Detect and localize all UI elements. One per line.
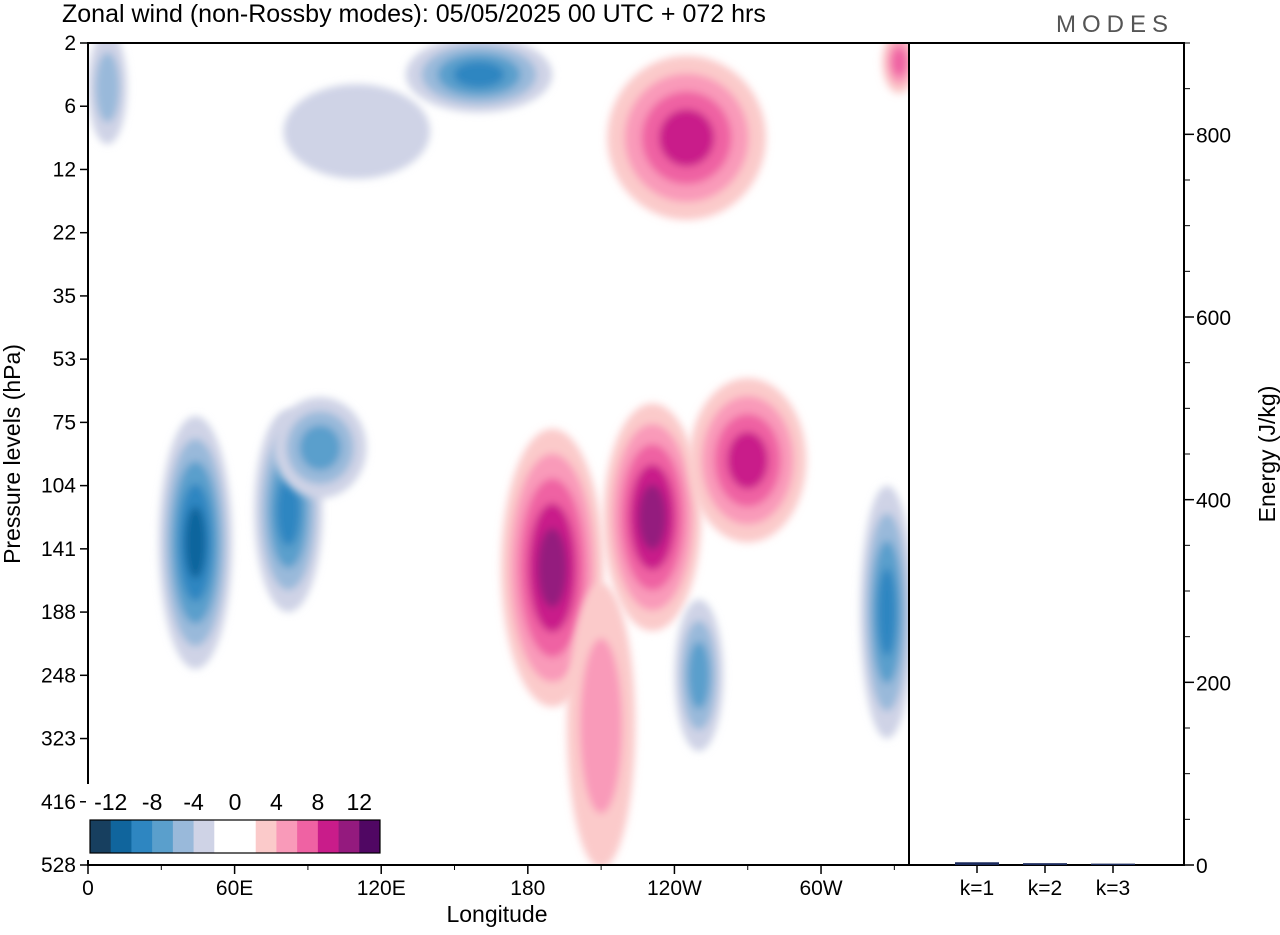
colorbar-swatch — [110, 820, 132, 853]
wind-feature-12 — [283, 84, 431, 179]
x-tick-label: 180 — [510, 877, 545, 900]
wind-contour-band — [877, 568, 897, 657]
y-tick-label: 248 — [41, 664, 76, 687]
colorbar-swatch — [235, 820, 257, 853]
modes-logo: MODES — [1056, 11, 1174, 38]
colorbar-swatch — [276, 820, 298, 853]
colorbar-label: 4 — [270, 789, 283, 815]
colorbar-swatch — [255, 820, 277, 853]
y-tick-label: 416 — [41, 791, 76, 814]
wind-contour-band — [276, 475, 301, 547]
wind-contour-band — [453, 61, 505, 88]
y-tick-label: 104 — [41, 475, 76, 498]
wind-contour-band — [185, 506, 206, 579]
wind-contour-band — [638, 484, 667, 550]
wind-contour-band — [283, 84, 431, 179]
wind-feature-4 — [566, 583, 636, 865]
wind-contour-band — [95, 52, 120, 123]
energy-bar-k3 — [1091, 863, 1135, 865]
wind-contour-band — [727, 431, 769, 489]
wind-contour-band — [688, 641, 710, 709]
energy-category-label: k=3 — [1096, 877, 1130, 900]
x-tick-label: 60W — [799, 877, 842, 900]
y-axis: 2 6 12 22 35 53 75 104 141 188 248 323 416 528 — [41, 32, 88, 877]
x-axis: 0 60E 120E 180 120W 60W — [82, 865, 895, 900]
colorbar-label: 8 — [311, 789, 324, 815]
colorbar-swatch — [193, 820, 215, 853]
energy-tick-label: 0 — [1196, 855, 1208, 878]
x-tick-label: 0 — [82, 877, 94, 900]
wind-contour-band — [299, 425, 341, 471]
x-axis-label: Longitude — [446, 901, 547, 927]
x-tick-label: 60E — [216, 877, 253, 900]
wind-feature-8 — [273, 397, 367, 499]
colorbar-swatch — [359, 820, 381, 853]
wind-contour-band — [659, 109, 715, 167]
wind-feature-6 — [158, 416, 233, 669]
wind-feature-10 — [860, 485, 909, 739]
energy-axis: 0 200 400 600 800 — [1184, 42, 1231, 878]
colorbar-label: -4 — [183, 789, 204, 815]
y-tick-label: 323 — [41, 728, 76, 751]
energy-axis-label: Energy (J/kg) — [1254, 386, 1280, 523]
wind-feature-14 — [882, 43, 909, 94]
energy-tick-label: 200 — [1196, 672, 1231, 695]
wind-contour-band — [580, 638, 623, 814]
colorbar-label: 0 — [229, 789, 242, 815]
colorbar-swatch — [172, 820, 194, 853]
energy-bar-k1 — [955, 862, 999, 865]
y-tick-label: 141 — [41, 538, 76, 561]
contour-layer — [88, 43, 909, 865]
colorbar-label: -8 — [142, 789, 162, 815]
colorbar-label: -12 — [94, 789, 127, 815]
energy-tick-label: 600 — [1196, 307, 1231, 330]
y-axis-label: Pressure levels (hPa) — [0, 344, 25, 564]
colorbar-swatch — [317, 820, 339, 853]
x-tick-label: 120E — [357, 877, 406, 900]
y-tick-label: 12 — [53, 158, 76, 181]
colorbar-frame — [89, 819, 381, 854]
y-tick-label: 2 — [64, 32, 76, 55]
wind-feature-3 — [689, 378, 807, 543]
x-tick-label: 120W — [647, 877, 702, 900]
colorbar: -12 -8 -4 0 4 8 12 — [86, 784, 384, 860]
energy-tick-label: 800 — [1196, 124, 1231, 147]
colorbar-swatch — [131, 820, 153, 853]
wind-feature-5 — [607, 55, 766, 220]
wind-contour-band — [891, 47, 907, 77]
wind-feature-11 — [674, 599, 724, 752]
y-tick-label: 35 — [53, 285, 76, 308]
colorbar-swatch — [214, 820, 236, 853]
y-tick-label: 22 — [53, 222, 76, 245]
y-tick-label: 53 — [53, 348, 76, 371]
chart-title: Zonal wind (non-Rossby modes): 05/05/202… — [62, 0, 766, 28]
energy-category-label: k=1 — [960, 877, 994, 900]
energy-category-label: k=2 — [1028, 877, 1062, 900]
colorbar-label: 12 — [346, 789, 372, 815]
colorbar-swatch — [297, 820, 319, 853]
wind-feature-13 — [88, 43, 127, 145]
wind-contour-band — [537, 528, 567, 608]
y-tick-label: 75 — [53, 411, 76, 434]
y-tick-label: 528 — [41, 854, 76, 877]
energy-frame — [908, 42, 1185, 866]
colorbar-swatch — [152, 820, 174, 853]
y-tick-label: 188 — [41, 601, 76, 624]
wind-feature-9 — [405, 43, 553, 113]
energy-tick-label: 400 — [1196, 490, 1231, 513]
energy-bar-k2 — [1023, 863, 1067, 865]
energy-bars: k=1 k=2 k=3 — [955, 862, 1135, 900]
colorbar-swatch — [90, 820, 112, 853]
y-tick-label: 6 — [64, 95, 76, 118]
colorbar-swatch — [338, 820, 360, 853]
wind-feature-2 — [603, 403, 702, 631]
